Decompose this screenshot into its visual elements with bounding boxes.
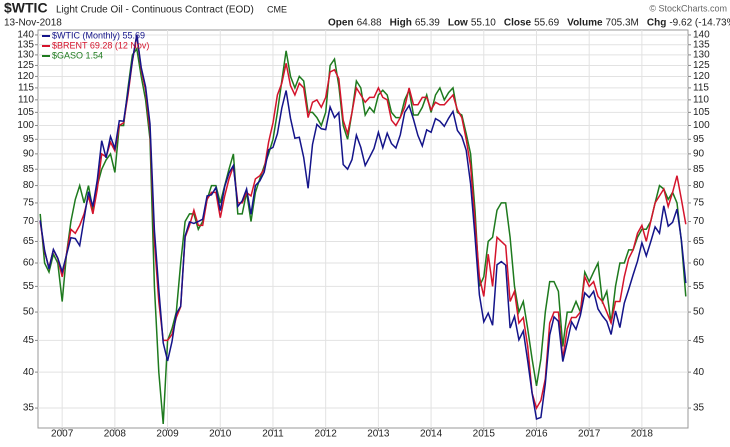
y-tick-label: 55 (23, 281, 35, 292)
y-tick-label: 120 (17, 71, 34, 82)
x-tick-label: 2015 (473, 429, 496, 440)
legend-label: $WTIC (Monthly) 55.69 (52, 30, 145, 40)
symbol: $WTIC (4, 0, 48, 16)
plot-frame (37, 29, 689, 429)
y-tick-label: 105 (17, 107, 34, 118)
y-tick-label-right: 95 (693, 134, 705, 145)
stat-value: 705.3M (606, 18, 639, 29)
y-tick-label-right: 70 (693, 216, 705, 227)
x-tick-label: 2007 (51, 429, 74, 440)
y-tick-label-right: 120 (693, 71, 710, 82)
y-tick-label: 95 (23, 134, 35, 145)
y-tick-label-right: 130 (693, 50, 710, 61)
stat-label: Open (328, 18, 354, 29)
y-tick-label-right: 110 (693, 94, 709, 105)
y-tick-label: 45 (23, 335, 35, 346)
x-tick-label: 2011 (262, 429, 284, 440)
stat-value: 55.69 (534, 18, 559, 29)
y-tick-label-right: 85 (693, 164, 705, 175)
y-tick-label-right: 50 (693, 307, 705, 318)
y-tick-label-right: 105 (693, 107, 710, 118)
y-tick-label-right: 75 (693, 198, 705, 209)
stat-label: Volume (567, 18, 603, 29)
y-tick-label-right: 60 (693, 258, 705, 269)
y-tick-label: 80 (23, 180, 35, 191)
stat-value: 64.88 (357, 18, 382, 29)
legend-label: $BRENT 69.28 (12 Nov) (52, 40, 149, 50)
y-tick-label-right: 45 (693, 335, 705, 346)
y-tick-label-right: 125 (693, 60, 710, 71)
y-tick-label-right: 140 (693, 30, 710, 41)
y-tick-label-right: 55 (693, 281, 705, 292)
x-tick-label: 2012 (315, 429, 338, 440)
series-line (39, 34, 687, 421)
y-tick-label: 85 (23, 164, 35, 175)
y-tick-label: 35 (23, 403, 35, 414)
y-tick-label-right: 90 (693, 149, 705, 160)
y-tick-label: 50 (23, 307, 35, 318)
y-tick-label-right: 65 (693, 236, 705, 247)
y-tick-label-right: 35 (693, 403, 705, 414)
credit: © StockCharts.com (649, 3, 727, 13)
date: 13-Nov-2018 (4, 18, 62, 29)
stat-label: High (390, 18, 412, 29)
x-tick-label: 2016 (525, 429, 548, 440)
stat-value: -9.62 (-14.73%) (669, 18, 730, 29)
y-tick-label: 60 (23, 258, 35, 269)
legend-label: $GASO 1.54 (52, 50, 103, 60)
y-tick-label: 115 (18, 83, 34, 94)
y-tick-label: 65 (23, 236, 35, 247)
x-tick-label: 2013 (367, 429, 390, 440)
x-tick-label: 2009 (156, 429, 179, 440)
y-tick-label: 100 (17, 120, 34, 131)
chart-title: Light Crude Oil - Continuous Contract (E… (56, 5, 254, 16)
x-tick-label: 2008 (104, 429, 127, 440)
x-tick-label: 2018 (631, 429, 654, 440)
y-tick-label-right: 80 (693, 180, 705, 191)
y-tick-label: 75 (23, 198, 35, 209)
stat-label: Low (448, 18, 468, 29)
y-tick-label: 140 (17, 30, 34, 41)
stat-label: Close (504, 18, 532, 29)
y-tick-label: 135 (17, 39, 34, 50)
exchange: CME (267, 4, 287, 14)
y-tick-label: 90 (23, 149, 35, 160)
stat-value: 55.10 (471, 18, 496, 29)
stat-value: 65.39 (415, 18, 440, 29)
y-tick-label: 130 (17, 50, 34, 61)
stat-label: Chg (647, 18, 666, 29)
series-line (39, 46, 687, 424)
y-tick-label-right: 100 (693, 120, 710, 131)
y-tick-label: 40 (23, 367, 35, 378)
x-tick-label: 2010 (209, 429, 232, 440)
y-tick-label-right: 40 (693, 367, 705, 378)
x-tick-label: 2017 (578, 429, 601, 440)
x-tick-label: 2014 (420, 429, 443, 440)
y-tick-label: 125 (17, 60, 34, 71)
y-tick-label-right: 115 (693, 83, 709, 94)
y-tick-label-right: 135 (693, 39, 710, 50)
y-tick-label: 110 (18, 94, 34, 105)
y-tick-label: 70 (23, 216, 35, 227)
